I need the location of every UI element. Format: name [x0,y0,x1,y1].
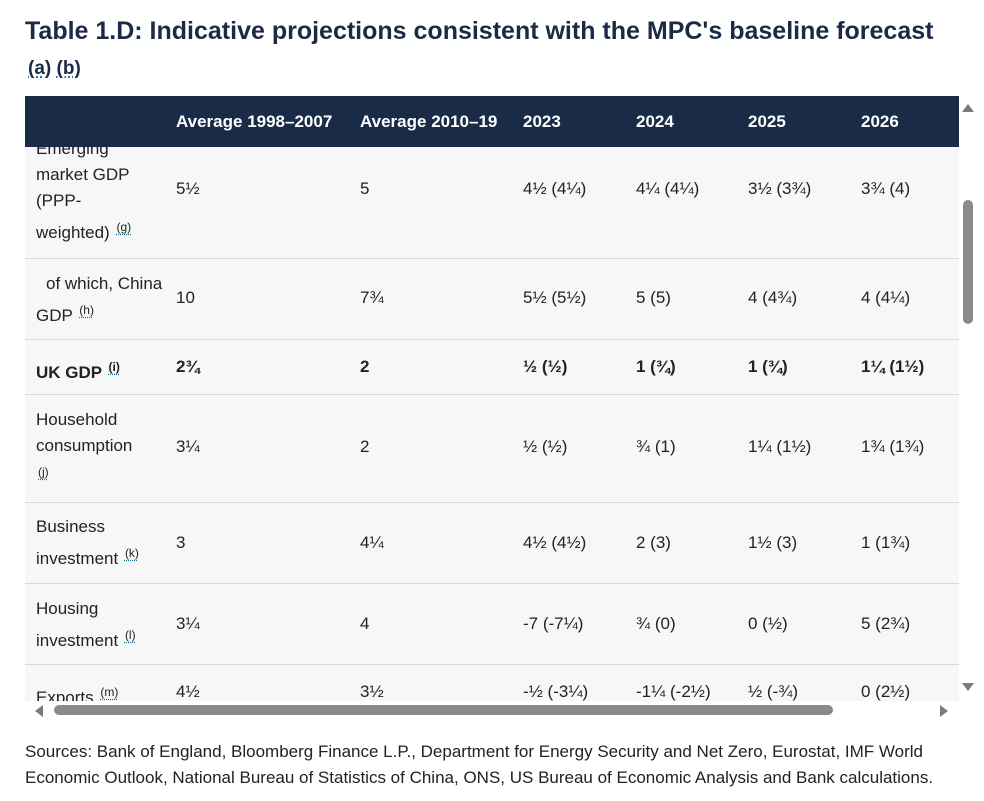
table-cell: 4½ (4¼) [523,179,587,198]
table-row: Exports (m) 4½ 3½ -½ (-3¼) -1¼ (-2½) ½ (-¾) 0 … [25,665,959,701]
table-cell: 3¾ (4) [861,179,911,198]
table-cell: 2 [360,357,370,376]
table-cell: 1½ (3) [748,533,798,552]
table-cell: ½ (-¾) [748,682,799,701]
row-label-text: of which, China GDP [36,274,163,325]
row-label: Household consumption (j) [36,407,146,491]
column-header-2024: 2024 [636,112,674,131]
table-row: Housing investment (l) 3¼ 4 -7 (-7¼) ¾ (0) 0 … [25,584,959,665]
horizontal-scrollbar[interactable] [25,701,978,720]
page-title: Table 1.D: Indicative projections consis… [25,12,965,94]
row-label: Business investment (k) [36,514,146,572]
row-footnote-link[interactable]: (g) [116,220,132,234]
table-cell: 10 [176,288,195,307]
table-cell: 2¾ [176,357,200,376]
table-cell: 5 (5) [636,288,671,307]
table-cell: -½ (-3¼) [523,682,589,701]
title-footnote-b[interactable]: (b) [56,58,81,79]
table-cell: -1¼ (-2½) [636,682,711,701]
horizontal-scroll-thumb[interactable] [54,705,833,715]
row-label: Exports (m) [36,679,164,701]
arrow-down-icon[interactable] [962,683,974,691]
title-footnote-a[interactable]: (a) [28,58,52,79]
table-cell: 1¾ (1¾) [861,437,925,456]
arrow-left-icon[interactable] [35,705,43,717]
table-cell: 1 (¾) [748,357,788,376]
column-header-2026: 2026 [861,112,899,131]
table-cell: 0 (2½) [861,682,911,701]
row-label-text: Household consumption [36,410,133,455]
table-row: Business investment (k) 3 4¼ 4½ (4½) 2 (3) 1½… [25,503,959,584]
table-cell: 5 (2¾) [861,614,911,633]
table-cell: 4¼ (4¼) [636,179,700,198]
row-footnote-link[interactable]: (k) [124,546,139,560]
table-cell: 0 (½) [748,614,788,633]
table-cell: 3 [176,533,186,552]
table-cell: 1¼ (1½) [748,437,812,456]
table-cell: 3¼ [176,437,200,456]
table-cell: 3½ (3¾) [748,179,812,198]
projections-table: Emerging market GDP (PPP-weighted) (g) 5½… [25,96,959,701]
table-cell: 3½ [360,682,384,701]
row-footnote-link[interactable]: (m) [100,685,119,699]
table-cell: 4½ (4½) [523,533,587,552]
table-cell: 1 (¾) [636,357,676,376]
row-footnote-link[interactable]: (i) [108,360,120,374]
row-label: UK GDP (i) [36,354,164,386]
table-cell: 7¾ [360,288,384,307]
table-row: UK GDP (i) 2¾ 2 ½ (½) 1 (¾) 1 (¾) 1¼ (1½) [25,340,959,395]
column-header-avg-2010-19: Average 2010–19 [360,112,498,131]
table-cell: 1 (1¾) [861,533,911,552]
row-footnote-link[interactable]: (j) [38,465,49,479]
table-cell: 5½ [176,179,200,198]
table-cell: 4 [360,614,370,633]
sources-note: Sources: Bank of England, Bloomberg Fina… [25,742,934,787]
column-header-avg-1998-2007: Average 1998–2007 [176,112,333,131]
table-cell: ¾ (1) [636,437,676,456]
table-row: of which, China GDP (h) 10 7¾ 5½ (5½) 5 (5) 4… [25,259,959,340]
table-cell: 5 [360,179,370,198]
table-cell: 4 (4¾) [748,288,798,307]
column-header-2025: 2025 [748,112,786,131]
row-label: Housing investment (l) [36,596,146,654]
table-row: Emerging market GDP (PPP-weighted) (g) 5½… [25,126,959,259]
row-label-text: Housing investment [36,599,119,650]
table-cell: 5½ (5½) [523,288,587,307]
table-cell: 4 (4¼) [861,288,911,307]
arrow-up-icon[interactable] [962,104,974,112]
table-cell: 4½ [176,682,200,701]
table-header: Average 1998–2007 Average 2010–19 2023 2… [25,96,959,147]
table-cell: ½ (½) [523,357,568,376]
table-cell: -7 (-7¼) [523,614,584,633]
row-label-text: Business investment [36,517,119,568]
row-label: of which, China GDP (h) [36,271,164,329]
table-cell: 4¼ [360,533,384,552]
table-cell: 2 [360,437,370,456]
row-label-text: UK GDP [36,363,102,382]
table-cell: ½ (½) [523,437,568,456]
vertical-scroll-thumb[interactable] [963,200,973,324]
title-text: Table 1.D: Indicative projections consis… [25,17,934,45]
table-cell: 3¼ [176,614,200,633]
row-footnote-link[interactable]: (h) [79,303,94,317]
column-header-2023: 2023 [523,112,561,131]
row-footnote-link[interactable]: (l) [124,628,136,642]
table-row: Household consumption (j) 3¼ 2 ½ (½) ¾ (1) 1¼… [25,395,959,503]
arrow-right-icon[interactable] [940,705,948,717]
table-cell: 1¼ (1½) [861,357,925,376]
row-label: Emerging market GDP (PPP-weighted) (g) [36,136,136,246]
vertical-scrollbar[interactable] [959,96,978,701]
table-cell: ¾ (0) [636,614,676,633]
row-label-text: Exports [36,688,94,701]
table-cell: 2 (3) [636,533,671,552]
